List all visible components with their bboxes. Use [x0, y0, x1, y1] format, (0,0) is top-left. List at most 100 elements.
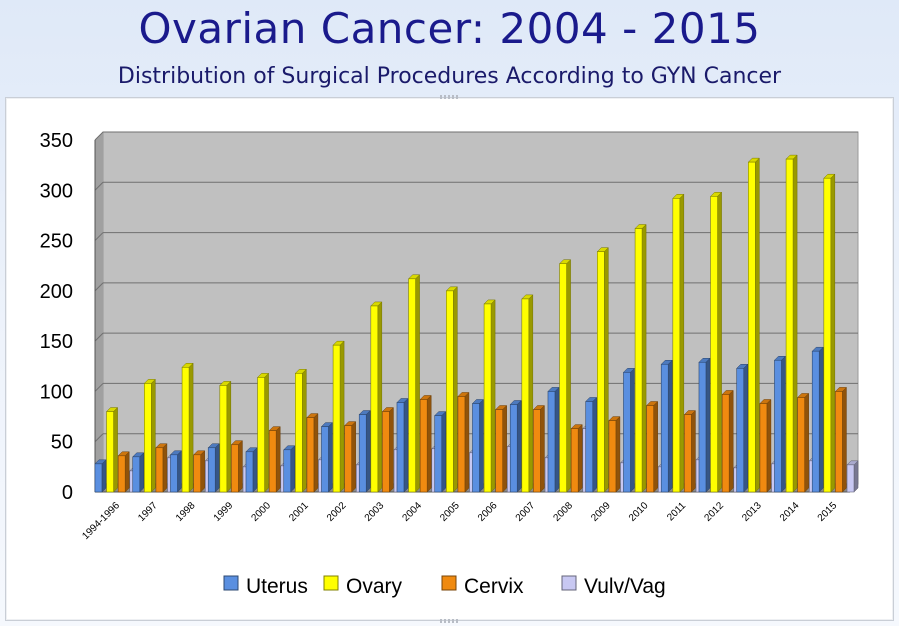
bar-uterus-2002 [320, 422, 334, 493]
bar-cervix-2000 [268, 426, 281, 493]
bar-ovary-2013 [747, 157, 760, 493]
y-tick-label: 100 [40, 381, 73, 403]
legend-swatch [441, 575, 457, 591]
bar-uterus-2007 [509, 399, 522, 493]
bar-cervix-2011 [683, 409, 697, 493]
bar-uterus-2003 [358, 409, 371, 493]
bar-ovary-1994-1996 [105, 406, 119, 493]
bar-ovary-1997 [143, 378, 156, 493]
bar-uterus-2001 [283, 445, 296, 493]
bar-cervix-1994-1996 [117, 451, 130, 493]
x-tick-label: 2009 [589, 500, 613, 524]
bar-vulv-vag-2015 [846, 460, 859, 493]
y-tick-label: 300 [40, 180, 73, 202]
bar-cervix-2013 [759, 398, 772, 493]
x-tick-label: 2002 [325, 500, 349, 524]
y-tick-label: 200 [40, 281, 73, 303]
legend-item-uterus: Uterus [223, 575, 308, 598]
bar-ovary-2003 [370, 301, 383, 493]
legend-swatch [323, 575, 339, 591]
bar-cervix-2001 [306, 412, 319, 493]
y-tick-label: 150 [40, 331, 73, 353]
bar-ovary-1998 [181, 362, 194, 493]
bar-uterus-2012 [698, 357, 711, 493]
bar-uterus-2011 [660, 359, 673, 493]
x-tick-label: 2005 [438, 500, 462, 524]
bar-ovary-2015 [823, 173, 836, 493]
bar-ovary-2000 [256, 372, 270, 493]
legend-swatch [561, 575, 577, 591]
bar-uterus-1997 [132, 452, 145, 493]
legend-label: Vulv/Vag [584, 575, 666, 598]
bar-ovary-2002 [332, 340, 345, 493]
x-tick-label: 2015 [816, 500, 840, 524]
bar-cervix-2006 [495, 404, 508, 493]
bar-cervix-2010 [646, 400, 659, 493]
gridline-diag [94, 383, 104, 392]
bar-cervix-2012 [721, 389, 734, 493]
x-tick-label: 2014 [778, 500, 802, 524]
y-tick-label: 350 [40, 130, 73, 152]
frame-resize-handle-bottom[interactable] [440, 619, 458, 623]
y-tick-label: 250 [40, 231, 73, 253]
bar-ovary-2004 [407, 274, 421, 493]
bar-ovary-2009 [596, 247, 609, 493]
gridline-diag [94, 433, 104, 443]
bar-ovary-2008 [558, 259, 572, 493]
bar-ovary-2011 [672, 193, 685, 493]
bar-uterus-2014 [773, 355, 787, 493]
bar-ovary-1999 [219, 380, 232, 493]
plot-side-wall [95, 132, 103, 492]
bar-ovary-2010 [634, 223, 647, 493]
bar-cervix-2015 [834, 386, 848, 493]
bar-ovary-2012 [709, 191, 723, 493]
bar-cervix-2014 [797, 392, 810, 493]
legend-item-cervix: Cervix [441, 575, 524, 598]
bar-uterus-2004 [396, 397, 409, 493]
x-tick-label: 2013 [740, 500, 764, 524]
bar-uterus-2006 [471, 398, 485, 493]
bar-cervix-2009 [608, 415, 621, 493]
bar-ovary-2006 [483, 299, 496, 493]
bar-cervix-2008 [570, 424, 583, 493]
x-tick-label: 2003 [363, 500, 387, 524]
x-tick-label: 2001 [287, 500, 311, 524]
bar-uterus-2008 [547, 386, 560, 493]
bar-uterus-1999 [207, 443, 220, 493]
gridline-diag [94, 131, 104, 141]
bar-uterus-2000 [245, 447, 258, 493]
bar-ovary-2014 [785, 154, 798, 493]
bar-uterus-2013 [736, 363, 749, 493]
bar-uterus-1998 [169, 450, 183, 493]
legend-label: Uterus [246, 575, 308, 598]
x-tick-label: 2012 [702, 500, 726, 524]
gridline-diag [94, 181, 104, 191]
y-tick-label: 0 [62, 482, 73, 504]
bar-uterus-2009 [585, 396, 598, 493]
bar-cervix-2007 [532, 404, 546, 493]
legend-item-ovary: Ovary [323, 575, 403, 598]
legend-label: Cervix [464, 575, 524, 598]
legend-label: Ovary [346, 575, 403, 598]
bar-cervix-1997 [155, 443, 168, 493]
bar-cervix-2005 [457, 391, 470, 493]
gridline-diag [94, 332, 104, 342]
x-tick-label: 2006 [476, 500, 500, 524]
bar-cervix-1999 [230, 440, 244, 493]
slide-title: Ovarian Cancer: 2004 - 2015 [138, 4, 761, 53]
x-tick-label: 2007 [514, 500, 538, 524]
gridline-diag [94, 282, 104, 292]
x-tick-label: 2011 [665, 500, 688, 523]
bar-uterus-2015 [811, 346, 824, 493]
y-tick-label: 50 [51, 432, 73, 454]
bar-cervix-2004 [419, 394, 432, 493]
x-tick-label: 2008 [551, 500, 575, 524]
bar-ovary-2005 [445, 286, 458, 493]
frame-resize-handle-top[interactable] [440, 95, 458, 99]
x-tick-label: 1999 [212, 500, 236, 524]
gridline-diag [94, 232, 104, 241]
x-tick-label: 2000 [249, 500, 273, 524]
bar-cervix-2002 [344, 421, 357, 493]
bar-cervix-2003 [381, 406, 395, 493]
